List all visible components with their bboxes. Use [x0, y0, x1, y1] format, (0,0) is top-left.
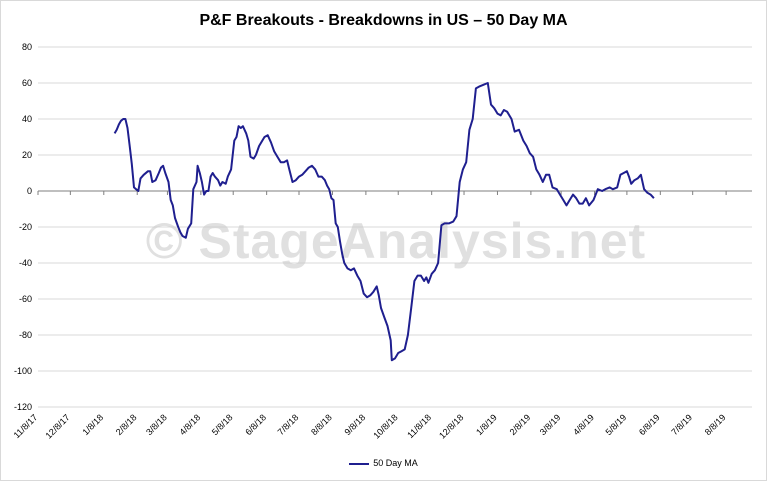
x-tick-label: 12/8/17 [43, 412, 71, 440]
series-layer [113, 82, 655, 362]
x-tick-label: 5/8/19 [604, 412, 629, 437]
axes [37, 190, 752, 195]
legend: 50 Day MA [0, 458, 767, 468]
y-tick-label: -120 [14, 402, 32, 412]
x-tick-label: 3/8/19 [538, 412, 563, 437]
x-tick-label: 11/8/18 [405, 412, 433, 440]
x-tick-label: 3/8/18 [144, 412, 169, 437]
y-tick-label: 40 [22, 114, 32, 124]
legend-swatch [349, 462, 370, 465]
y-tick-label: -100 [14, 366, 32, 376]
x-tick-label: 7/8/19 [669, 412, 694, 437]
x-tick-label: 7/8/18 [276, 412, 301, 437]
x-tick-label: 1/8/18 [80, 412, 105, 437]
x-tick-label: 2/8/19 [508, 412, 533, 437]
x-tick-label: 8/8/19 [703, 412, 728, 437]
x-tick-label: 5/8/18 [210, 412, 235, 437]
x-tick-label: 4/8/18 [178, 412, 203, 437]
y-tick-label: -40 [19, 258, 32, 268]
watermark: © StageAnalysis.net [146, 213, 646, 269]
x-tick-label: 2/8/18 [114, 412, 139, 437]
y-tick-labels: 80 60 40 20 0 -20 -40 -60 -80 -100 -120 [14, 42, 32, 412]
x-tick-labels: 11/8/17 12/8/17 1/8/18 2/8/18 3/8/18 4/8/18 5/… [12, 412, 728, 440]
y-tick-label: 0 [27, 186, 32, 196]
x-tick-label: 8/8/18 [309, 412, 334, 437]
y-tick-label: -60 [19, 294, 32, 304]
y-tick-label: 60 [22, 78, 32, 88]
y-tick-label: -80 [19, 330, 32, 340]
y-tick-label: 80 [22, 42, 32, 52]
x-tick-label: 11/8/17 [12, 412, 40, 440]
x-tick-label: 4/8/19 [571, 412, 596, 437]
x-tick-label: 12/8/18 [437, 412, 465, 440]
x-tick-label: 9/8/18 [343, 412, 368, 437]
y-tick-label: 20 [22, 150, 32, 160]
series-line-0 [113, 82, 655, 362]
chart-title: P&F Breakouts - Breakdowns in US – 50 Da… [199, 12, 568, 29]
x-tick-label: 6/8/19 [637, 412, 662, 437]
x-tick-label: 1/8/19 [474, 412, 499, 437]
x-tick-label: 6/8/18 [243, 412, 268, 437]
legend-label: 50 Day MA [373, 458, 418, 468]
y-tick-label: -20 [19, 222, 32, 232]
x-tick-label: 10/8/18 [371, 412, 399, 440]
